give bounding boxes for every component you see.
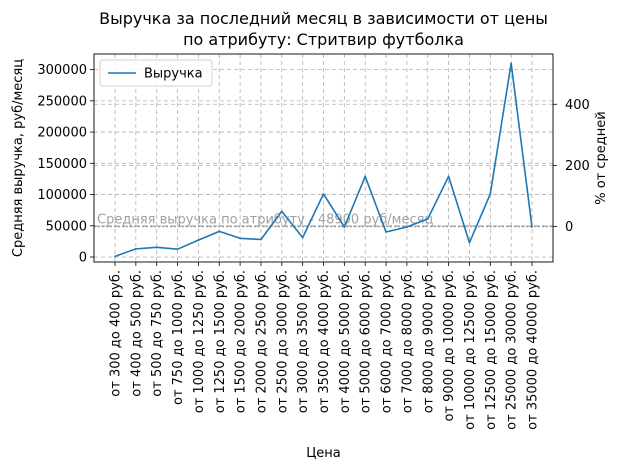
data-point <box>260 238 262 241</box>
x-tick-label: от 25000 до 30000 руб. <box>505 270 520 430</box>
data-point <box>322 193 325 195</box>
data-point <box>176 248 179 251</box>
data-point <box>134 247 137 250</box>
x-tick-label: от 2500 до 3000 руб. <box>275 270 290 413</box>
y-tick-label: 0 <box>79 251 87 266</box>
axes <box>90 53 557 266</box>
data-point <box>197 239 200 242</box>
data-point <box>301 236 304 239</box>
x-tick-label: от 6000 до 7000 руб. <box>380 270 395 413</box>
chart-title-line-2: по атрибуту: Стритвир футболка <box>183 30 464 49</box>
x-tick-label: от 1000 до 1250 руб. <box>192 270 207 413</box>
y-tick-labels: 0 50000 100000 150000 200000 250000 300000 <box>37 63 87 265</box>
y-right-axis-label: % от средней <box>594 111 609 204</box>
x-tick-label: от 3500 до 4000 руб. <box>317 270 332 413</box>
x-tick-label: от 400 до 500 руб. <box>129 270 144 397</box>
data-point <box>385 231 387 233</box>
x-tick-label: от 8000 до 9000 руб. <box>421 270 436 413</box>
data-point <box>343 226 346 228</box>
x-tick-label: от 4000 до 5000 руб. <box>338 270 353 413</box>
x-tick-label: от 5000 до 6000 руб. <box>359 270 374 413</box>
x-tick-label: от 35000 до 40000 руб. <box>526 270 541 430</box>
y-tick-label: 100000 <box>37 188 87 203</box>
data-point <box>239 237 242 240</box>
x-tick-label: от 300 до 400 руб. <box>109 270 124 397</box>
x-tick-label: от 500 до 750 руб. <box>150 270 165 397</box>
x-tick-label: от 7000 до 8000 руб. <box>400 270 415 413</box>
plot-frame <box>93 53 554 263</box>
y-axis-label: Средняя выручка, руб/месяц <box>11 59 26 257</box>
data-point <box>280 210 283 213</box>
x-axis-label: Цена <box>306 446 341 461</box>
x-tick-label: от 9000 до 10000 руб. <box>442 270 457 422</box>
data-point <box>218 230 221 233</box>
data-point <box>468 241 471 244</box>
series-layer <box>114 62 533 258</box>
y-tick-label: 150000 <box>37 157 87 172</box>
y-tick-label: 50000 <box>46 219 87 234</box>
legend-box <box>99 59 213 87</box>
data-point <box>531 226 533 228</box>
data-point <box>426 218 429 220</box>
y-right-tick-labels: 0 200 400 <box>565 98 590 235</box>
legend: Выручка <box>99 59 213 87</box>
y-tick-label: 200000 <box>37 126 87 141</box>
y-tick-label: 250000 <box>37 94 87 109</box>
data-point <box>406 226 408 228</box>
x-tick-label: от 1250 до 1500 руб. <box>213 270 228 413</box>
data-point <box>447 175 450 178</box>
chart-title-line-1: Выручка за последний месяц в зависимости… <box>99 9 548 28</box>
data-point <box>489 193 492 195</box>
data-point <box>364 175 367 178</box>
legend-label: Выручка <box>144 67 203 82</box>
x-tick-label: от 2000 до 2500 руб. <box>254 270 269 413</box>
y-right-tick-label: 200 <box>565 159 590 174</box>
y-right-tick-label: 400 <box>565 98 590 113</box>
data-point <box>114 255 116 258</box>
reference-line-group: Средняя выручка по атрибуту - 48900 руб/… <box>94 212 553 227</box>
data-point <box>155 246 158 249</box>
x-tick-label: от 10000 до 12500 руб. <box>463 270 478 430</box>
y-tick-label: 300000 <box>37 63 87 78</box>
x-tick-label: от 1500 до 2000 руб. <box>234 270 249 413</box>
x-tick-label: от 3000 до 3500 руб. <box>296 270 311 413</box>
y-right-tick-label: 0 <box>565 220 573 235</box>
x-tick-labels: от 300 до 400 руб. от 400 до 500 руб. от 5… <box>109 270 541 430</box>
x-tick-label: от 750 до 1000 руб. <box>171 270 186 405</box>
data-point <box>510 62 513 65</box>
x-tick-label: от 12500 до 15000 руб. <box>484 270 499 430</box>
